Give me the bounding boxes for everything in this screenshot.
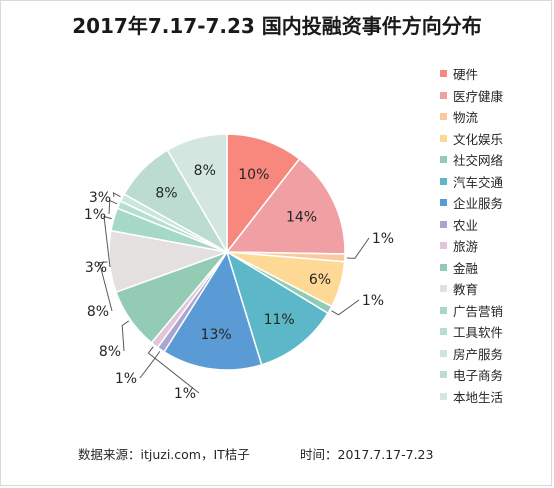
data-label-8: 1% [174,386,196,402]
legend-item-8: 旅游 [440,235,503,257]
legend-item-11: 广告营销 [440,300,503,322]
data-label-14: 8% [155,185,177,201]
data-label-9: 8% [99,344,121,360]
legend-item-9: 金融 [440,257,503,279]
legend-swatch [440,134,447,142]
legend-item-15: 本地生活 [440,386,503,408]
legend-label: 广告营销 [453,303,504,319]
legend-item-5: 汽车交通 [440,171,503,193]
legend-item-7: 农业 [440,214,503,236]
data-source: 数据来源：itjuzi.com，IT桔子 [78,447,250,462]
data-label-15: 8% [194,163,216,179]
leader-line-2 [346,237,370,259]
legend-label: 房产服务 [453,346,504,362]
legend-swatch [440,70,447,78]
legend-label: 社交网络 [453,153,504,169]
pie-slice-6 [163,250,263,371]
legend-swatch [440,371,447,379]
legend-label: 物流 [453,110,479,126]
legend-item-0: 硬件 [440,63,503,85]
leader-line-8 [147,346,200,394]
data-label-13: 3% [89,190,111,206]
legend-item-14: 电子商务 [440,364,503,386]
pie-slice-15 [166,133,228,255]
pie-slices [108,133,346,371]
legend-item-1: 医疗健康 [440,85,503,107]
legend-label: 硬件 [453,67,479,83]
legend-swatch [440,306,447,314]
legend-label: 农业 [453,217,479,233]
legend-label: 汽车交通 [453,174,504,190]
data-label-6: 13% [201,327,232,343]
leader-line-13 [112,192,121,198]
time-range: 时间：2017.7.17-7.23 [300,447,434,462]
data-label-5: 11% [264,312,295,328]
pie-slice-1 [225,157,346,255]
legend-item-13: 房产服务 [440,343,503,365]
data-label-2: 1% [372,231,394,247]
legend-item-2: 物流 [440,106,503,128]
legend-label: 教育 [453,282,479,298]
legend-swatch [440,328,447,336]
chart-legend: 硬件医疗健康物流文化娱乐社交网络汽车交通企业服务农业旅游金融教育广告营销工具软件… [440,63,503,407]
leader-line-10 [98,261,113,312]
data-label-11: 3% [85,260,107,276]
data-label-10: 8% [87,304,109,320]
data-label-1: 14% [286,209,317,225]
legend-label: 文化娱乐 [453,131,504,147]
legend-swatch [440,263,447,271]
legend-swatch [440,177,447,185]
legend-label: 企业服务 [453,196,504,212]
leader-line-9 [121,320,130,352]
legend-item-10: 教育 [440,278,503,300]
pie-leader-lines [98,192,370,394]
data-label-0: 10% [238,167,269,183]
legend-item-6: 企业服务 [440,192,503,214]
legend-label: 工具软件 [453,325,504,341]
legend-item-3: 文化娱乐 [440,128,503,150]
legend-label: 电子商务 [453,368,504,384]
chart-title: 2017年7.17-7.23 国内投融资事件方向分布 [72,14,482,38]
legend-item-4: 社交网络 [440,149,503,171]
legend-item-12: 工具软件 [440,321,503,343]
legend-swatch [440,113,447,121]
legend-label: 本地生活 [453,389,504,405]
legend-label: 金融 [453,260,479,276]
legend-swatch [440,242,447,250]
legend-swatch [440,199,447,207]
legend-label: 医疗健康 [453,88,504,104]
legend-swatch [440,392,447,400]
leader-line-7 [139,351,161,379]
data-label-7: 1% [115,371,137,387]
legend-swatch [440,156,447,164]
legend-label: 旅游 [453,239,479,255]
leader-line-4 [331,299,360,316]
leader-line-11 [103,215,112,268]
data-label-3: 6% [309,272,331,288]
data-label-4: 1% [362,293,384,309]
legend-swatch [440,220,447,228]
data-label-12: 1% [84,207,106,223]
legend-swatch [440,349,447,357]
legend-swatch [440,91,447,99]
pie-slice-5 [225,250,329,366]
legend-swatch [440,285,447,293]
pie-data-labels: 10%14%1%6%1%11%13%1%1%8%8%3%1%3% 8%8% [84,163,394,402]
leader-line-12 [108,199,118,215]
pie-slice-0 [226,133,301,255]
